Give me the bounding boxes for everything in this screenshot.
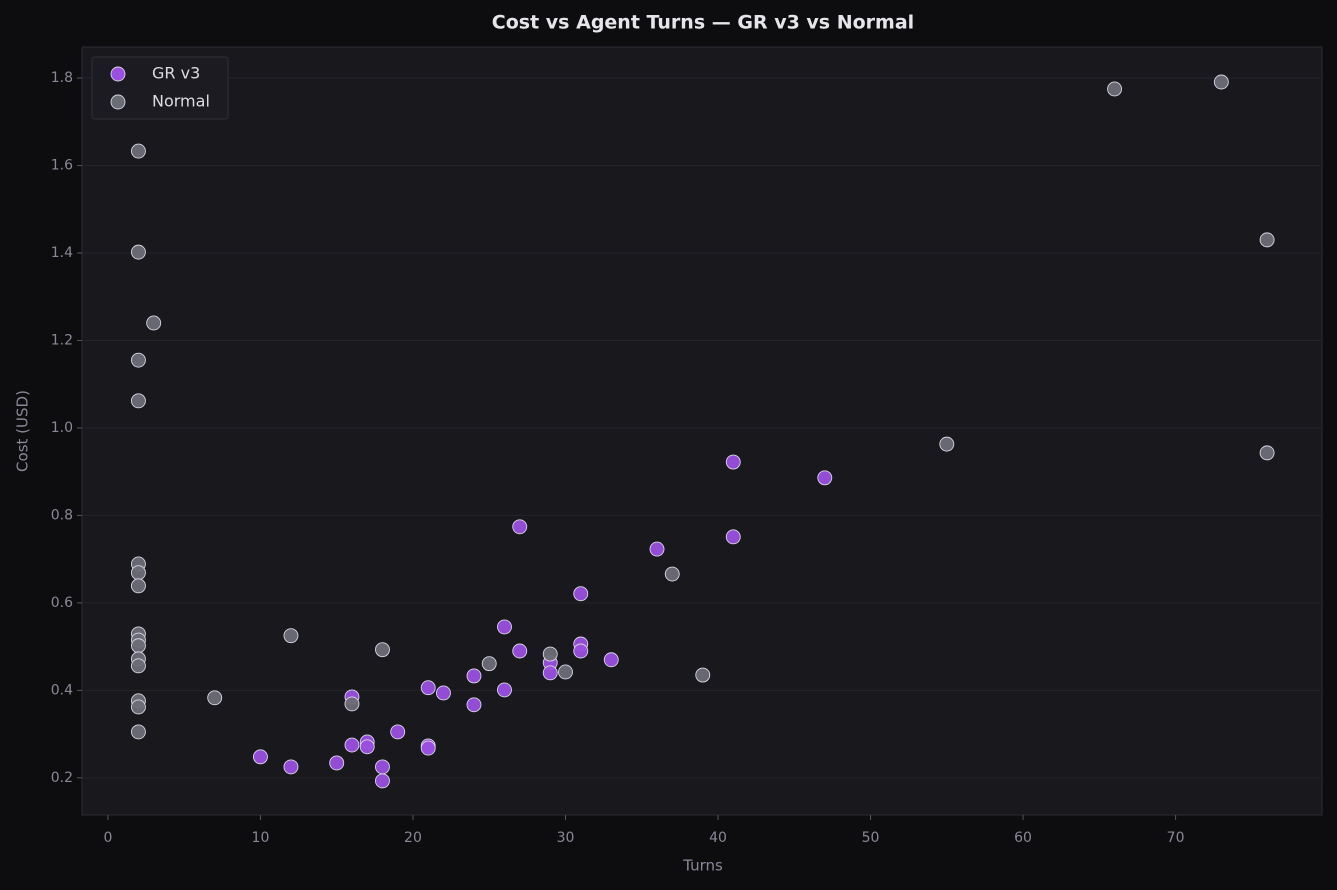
point bbox=[375, 642, 390, 658]
plot-area bbox=[81, 46, 1323, 816]
x-tick-label: 40 bbox=[709, 830, 727, 846]
point bbox=[542, 646, 558, 662]
point bbox=[725, 529, 741, 545]
point bbox=[130, 578, 146, 594]
point bbox=[939, 436, 955, 452]
point bbox=[497, 682, 512, 698]
point bbox=[253, 749, 268, 765]
chart-title: Cost vs Agent Turns — GR v3 vs Normal bbox=[492, 12, 914, 34]
y-tick-label: 1.4 bbox=[51, 245, 73, 261]
point bbox=[146, 315, 162, 331]
point bbox=[512, 643, 528, 659]
point bbox=[390, 724, 406, 740]
y-axis-label: Cost (USD) bbox=[14, 390, 32, 472]
point bbox=[130, 658, 146, 674]
point bbox=[359, 739, 375, 755]
point bbox=[817, 470, 833, 486]
point bbox=[420, 680, 436, 696]
point bbox=[542, 665, 558, 681]
point bbox=[558, 664, 573, 680]
point bbox=[130, 638, 146, 654]
point bbox=[1107, 81, 1123, 97]
point bbox=[664, 566, 680, 582]
point bbox=[497, 619, 512, 635]
point bbox=[207, 690, 223, 706]
point bbox=[695, 667, 711, 683]
point bbox=[1259, 445, 1275, 461]
point bbox=[573, 586, 589, 602]
y-tick-label: 0.2 bbox=[51, 770, 73, 786]
point bbox=[573, 643, 589, 659]
y-tick-label: 0.8 bbox=[51, 507, 73, 523]
point bbox=[130, 143, 146, 159]
point bbox=[420, 740, 436, 756]
x-tick-label: 70 bbox=[1167, 830, 1185, 846]
x-tick-label: 10 bbox=[252, 830, 270, 846]
point bbox=[375, 759, 390, 775]
x-tick-label: 60 bbox=[1014, 830, 1032, 846]
point bbox=[283, 759, 299, 775]
x-tick-label: 30 bbox=[557, 830, 575, 846]
y-tick-label: 0.4 bbox=[51, 682, 73, 698]
point bbox=[130, 565, 146, 581]
x-tick-label: 0 bbox=[103, 830, 112, 846]
point bbox=[130, 724, 146, 740]
legend-label: Normal bbox=[152, 92, 210, 111]
y-tick-label: 0.6 bbox=[51, 595, 73, 611]
point bbox=[1213, 74, 1229, 90]
point bbox=[344, 696, 360, 712]
y-tick-label: 1.8 bbox=[51, 70, 73, 86]
y-tick-label: 1.2 bbox=[51, 332, 73, 348]
point bbox=[466, 668, 482, 684]
point bbox=[1259, 232, 1275, 248]
point bbox=[603, 652, 619, 668]
point bbox=[481, 656, 497, 672]
point bbox=[466, 697, 482, 713]
y-tick-label: 1.6 bbox=[51, 158, 73, 174]
point bbox=[375, 773, 390, 789]
legend-box bbox=[91, 56, 229, 120]
x-tick-label: 50 bbox=[862, 830, 880, 846]
point bbox=[512, 519, 528, 535]
legend-label: GR v3 bbox=[152, 64, 200, 83]
point bbox=[130, 393, 146, 409]
legend-marker bbox=[110, 66, 126, 82]
y-tick-label: 1.0 bbox=[51, 420, 73, 436]
point bbox=[130, 699, 146, 715]
point bbox=[436, 685, 451, 701]
point bbox=[344, 737, 360, 753]
point bbox=[649, 541, 665, 557]
point bbox=[329, 755, 345, 771]
point bbox=[725, 454, 741, 470]
x-axis-label: Turns bbox=[682, 857, 723, 875]
point bbox=[130, 244, 146, 260]
x-tick-label: 20 bbox=[404, 830, 422, 846]
point bbox=[130, 352, 146, 368]
point bbox=[283, 628, 299, 644]
legend-marker bbox=[110, 94, 126, 110]
